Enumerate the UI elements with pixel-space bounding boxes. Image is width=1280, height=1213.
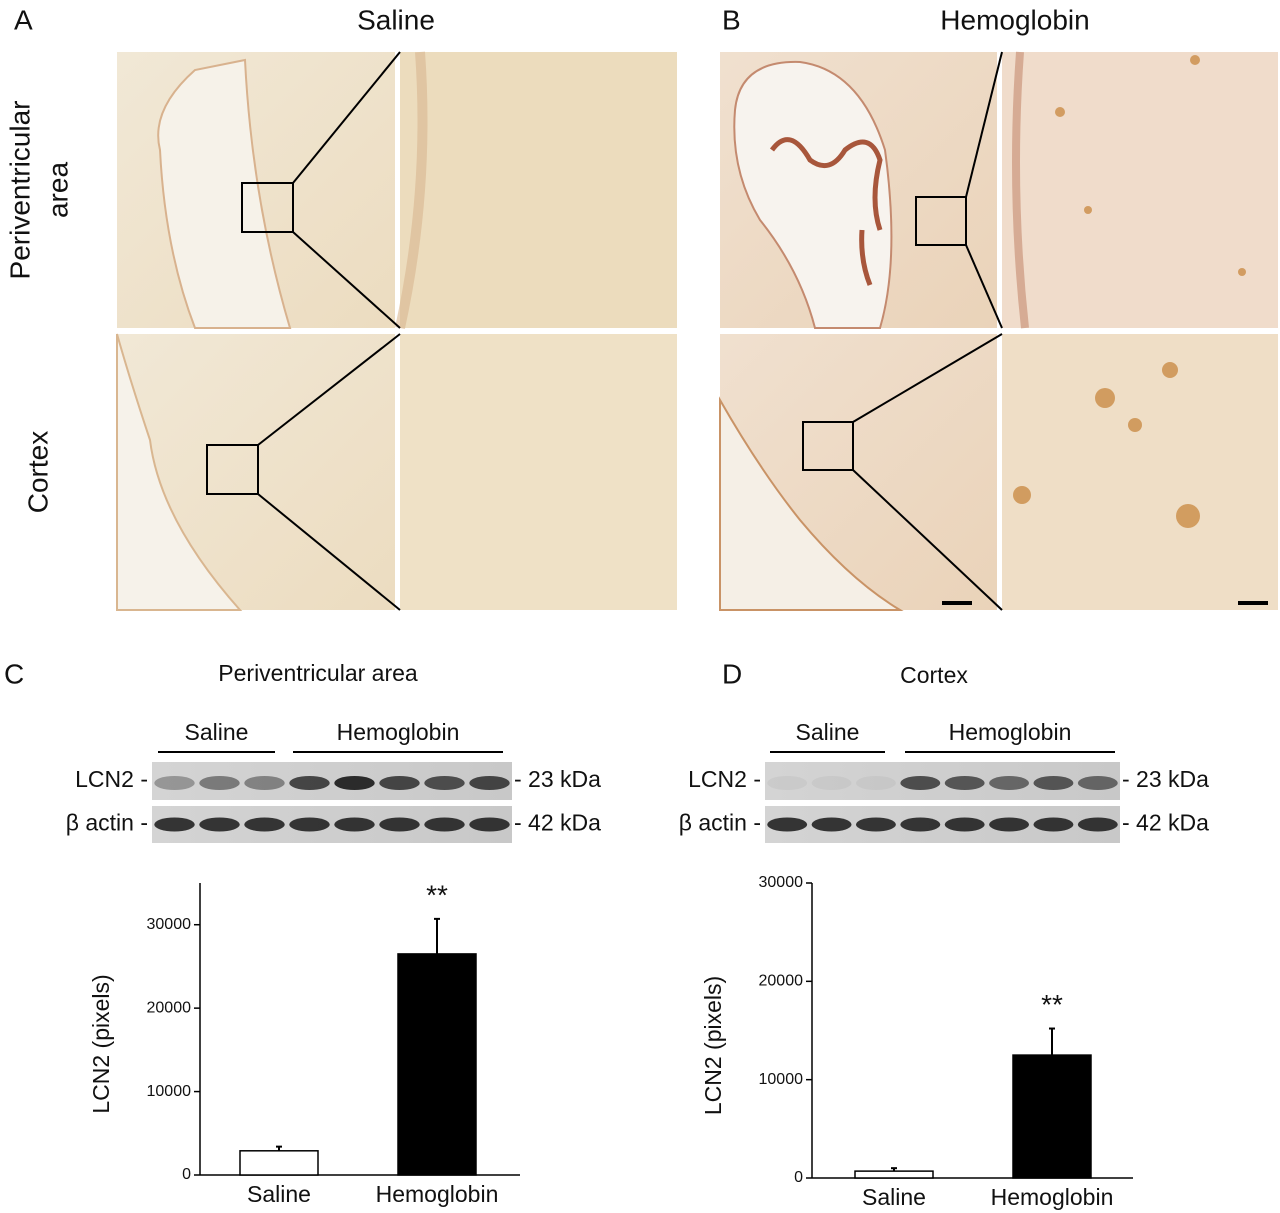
significance: **	[1041, 989, 1063, 1020]
blot-row-label: β actin -	[66, 810, 148, 836]
blot-row-label: β actin -	[679, 810, 761, 836]
blot-size-label: - 42 kDa	[514, 810, 601, 836]
blot-band	[424, 817, 465, 832]
blot-band	[900, 776, 941, 790]
blot-band	[1033, 817, 1074, 832]
significance: **	[426, 879, 448, 910]
blot-size-label: - 23 kDa	[514, 766, 601, 792]
blot-band	[424, 776, 465, 790]
blot-title: Cortex	[900, 662, 968, 688]
y-axis-label: LCN2 (pixels)	[700, 976, 726, 1115]
group-label: Saline	[796, 719, 860, 745]
blot-band	[811, 776, 852, 790]
x-tick-label: Hemoglobin	[991, 1184, 1114, 1210]
blot-title: Periventricular area	[218, 660, 418, 686]
bar	[397, 953, 477, 1176]
y-tick-label: 30000	[147, 916, 192, 933]
blot-band	[469, 776, 510, 790]
blot-band	[1077, 817, 1118, 832]
group-label: Saline	[185, 719, 249, 745]
blot-band	[289, 776, 330, 790]
panel-letter: D	[722, 658, 742, 689]
bar	[854, 1170, 934, 1179]
blot-band	[944, 776, 985, 790]
blot-band	[900, 817, 941, 832]
blot-band	[767, 817, 808, 832]
panel-letter: A	[14, 4, 33, 35]
blot-band	[944, 817, 985, 832]
panel-letter: C	[4, 658, 24, 689]
blot-band	[989, 817, 1030, 832]
bar-charts: 0 10000 20000 30000 LCN2 (pixels) Saline Hemog…	[88, 874, 1133, 1210]
blot-row-label: LCN2 -	[75, 766, 148, 792]
y-tick-label: 0	[182, 1166, 191, 1183]
group-label: Hemoglobin	[949, 719, 1072, 745]
blot-band	[1033, 776, 1074, 790]
blot-size-label: - 42 kDa	[1122, 810, 1209, 836]
blot-band	[199, 776, 240, 790]
micrographs	[116, 51, 1278, 611]
column-label: Hemoglobin	[940, 4, 1089, 35]
blot-band	[379, 817, 420, 832]
x-tick-label: Hemoglobin	[376, 1181, 499, 1207]
bar	[239, 1150, 319, 1176]
blot-band	[379, 776, 420, 790]
blot-band	[244, 817, 285, 832]
y-tick-label: 20000	[759, 973, 804, 990]
row-label: Periventricular	[4, 101, 35, 280]
row-label: Cortex	[22, 431, 53, 513]
blot-band	[154, 817, 195, 832]
blot-band	[469, 817, 510, 832]
y-axis-label: LCN2 (pixels)	[88, 974, 114, 1113]
panel-letter: B	[722, 4, 741, 35]
blot-band	[334, 776, 375, 790]
blot-band	[154, 776, 195, 790]
blot-band	[289, 817, 330, 832]
y-tick-label: 20000	[147, 999, 192, 1016]
blot-band	[199, 817, 240, 832]
blot-band	[855, 776, 896, 790]
blot-band	[811, 817, 852, 832]
group-label: Hemoglobin	[337, 719, 460, 745]
western-blots: Periventricular area Saline Hemoglobin LCN2…	[66, 660, 1209, 843]
blot-band	[855, 817, 896, 832]
blot-band	[1077, 776, 1118, 790]
x-tick-label: Saline	[862, 1184, 926, 1210]
blot-size-label: - 23 kDa	[1122, 766, 1209, 792]
row-label: area	[42, 162, 73, 218]
y-tick-label: 10000	[147, 1083, 192, 1100]
x-tick-label: Saline	[247, 1181, 311, 1207]
bar	[1012, 1054, 1092, 1179]
blot-band	[244, 776, 285, 790]
y-tick-label: 10000	[759, 1071, 804, 1088]
column-label: Saline	[357, 4, 435, 35]
blot-band	[767, 776, 808, 790]
y-tick-label: 30000	[759, 874, 804, 891]
blot-band	[989, 776, 1030, 790]
y-tick-label: 0	[794, 1169, 803, 1186]
blot-row-label: LCN2 -	[688, 766, 761, 792]
blot-band	[334, 817, 375, 832]
